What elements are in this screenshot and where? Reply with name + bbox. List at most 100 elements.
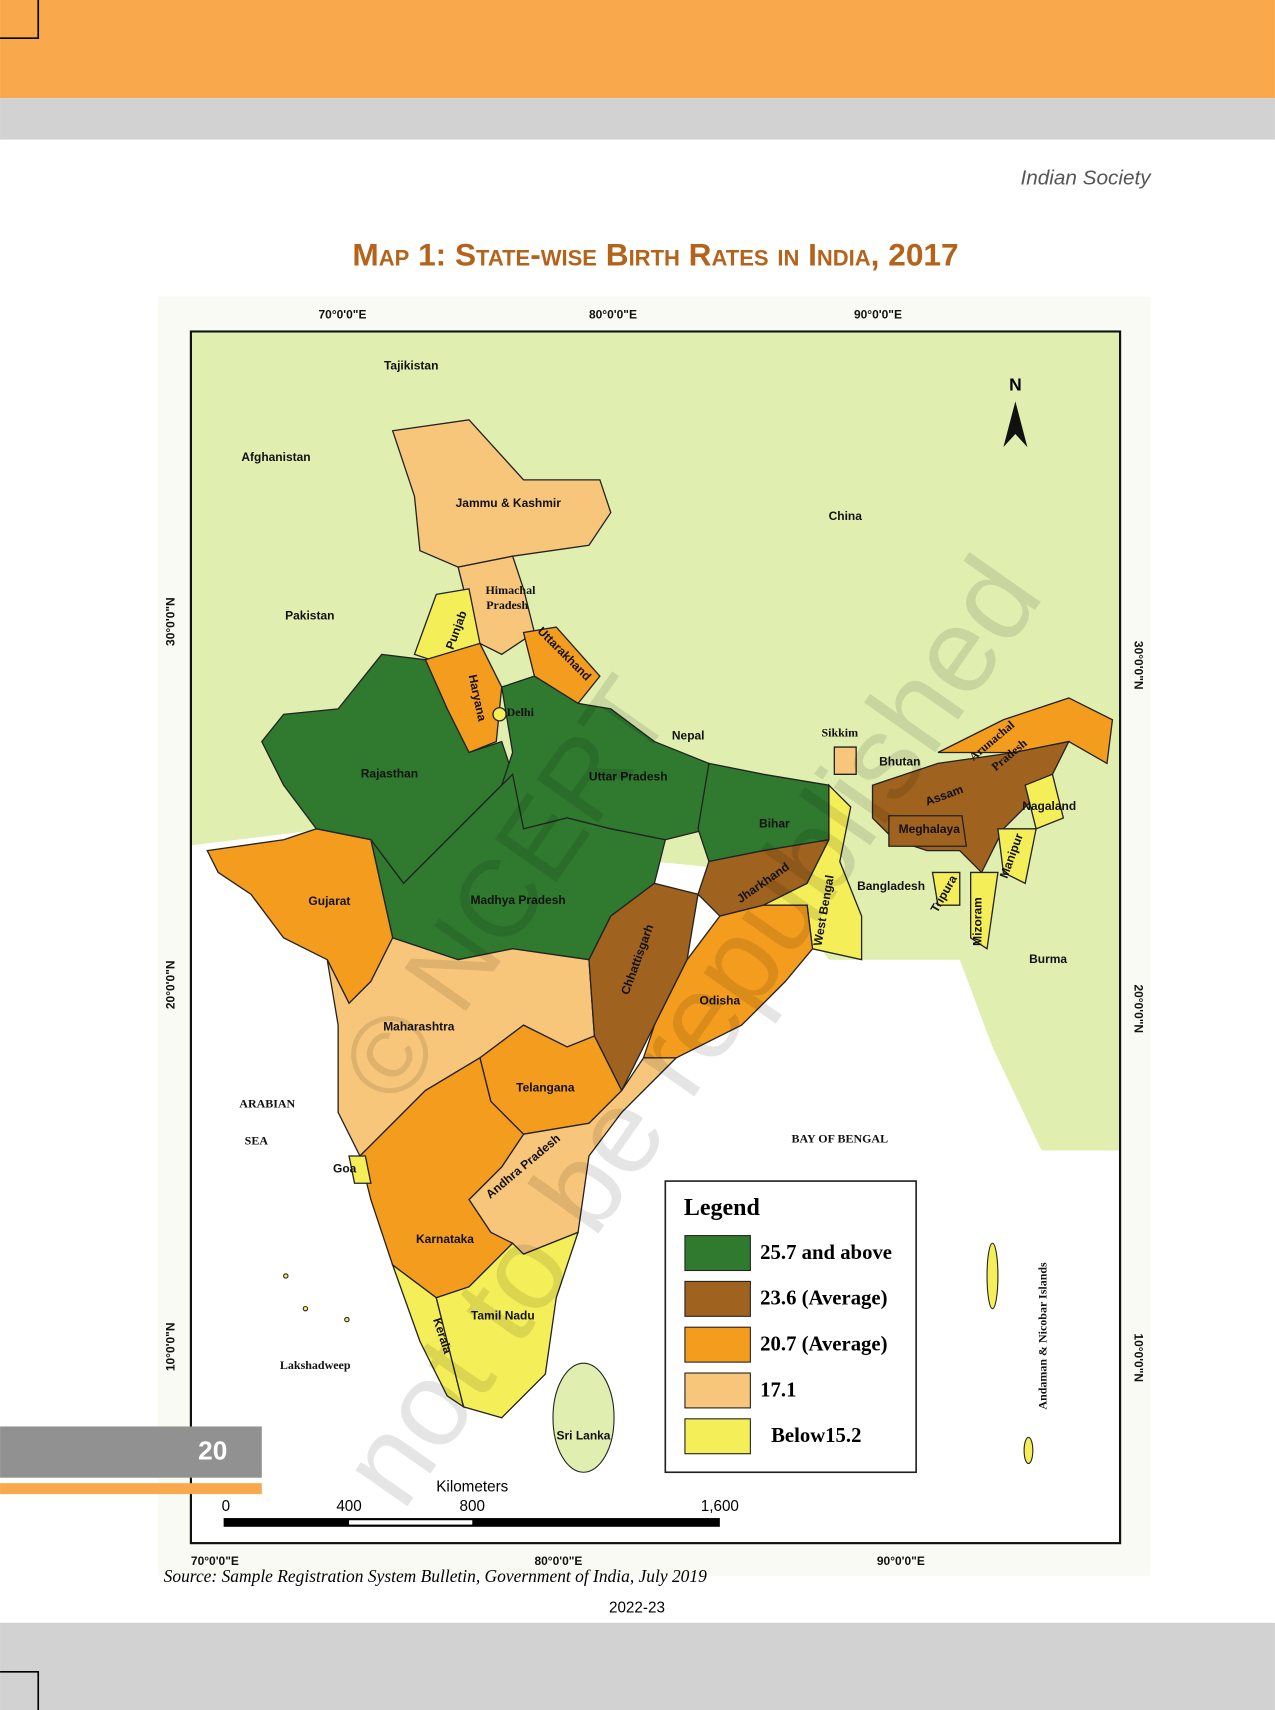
legend-label: Below15.2 — [771, 1425, 861, 1447]
state — [522, 626, 601, 705]
state — [492, 707, 507, 722]
place-label: Sikkim — [821, 726, 858, 740]
place-label: Bhutan — [879, 754, 920, 768]
page-number-stripe — [0, 1483, 262, 1495]
state — [833, 746, 857, 775]
place-label: Afghanistan — [241, 450, 310, 464]
place-label: Karnataka — [416, 1232, 474, 1246]
running-title: Indian Society — [1020, 166, 1152, 189]
island — [344, 1316, 350, 1323]
page-number-box — [0, 1426, 262, 1478]
place-label: Nagaland — [1022, 799, 1076, 813]
state — [970, 871, 999, 950]
legend-label: 17.1 — [760, 1379, 796, 1401]
legend-swatch — [684, 1235, 751, 1272]
state — [348, 1155, 372, 1184]
crop-mark — [0, 0, 40, 39]
legend-label: 23.6 (Average) — [760, 1288, 887, 1310]
place-label: Jammu & Kashmir — [456, 496, 562, 510]
place-label: Madhya Pradesh — [470, 893, 565, 907]
state — [1024, 773, 1065, 830]
place-label: Goa — [333, 1161, 357, 1175]
coord-label: 80°0'0"E — [589, 307, 637, 321]
coord-label: 10°0'0"N — [1131, 1333, 1145, 1382]
islands — [283, 1242, 1034, 1465]
legend-swatch — [684, 1326, 751, 1363]
island — [1023, 1436, 1034, 1465]
state — [391, 419, 612, 568]
map-title: Map 1: State-wise Birth Rates in India, … — [352, 237, 958, 273]
place-label: Bangladesh — [857, 879, 925, 893]
state — [997, 828, 1037, 885]
legend-label: 25.7 and above — [760, 1242, 892, 1264]
island — [283, 1273, 289, 1279]
year: 2022-23 — [609, 1600, 665, 1617]
place-label: Tamil Nadu — [471, 1308, 535, 1322]
island — [302, 1305, 309, 1312]
state — [931, 871, 961, 906]
place-label: Tajikistan — [384, 359, 438, 373]
place-label: Burma — [1029, 952, 1067, 966]
place-label: BAY OF BENGAL — [792, 1131, 889, 1145]
place-label: Maharashtra — [383, 1019, 455, 1033]
place-label: Bihar — [759, 817, 790, 831]
coord-label: 90°0'0"E — [854, 307, 902, 321]
states — [206, 419, 1114, 1419]
scale-labels: 0 400 800 1,600 — [222, 1498, 739, 1515]
place-label: Mizoram — [970, 897, 984, 946]
place-label: Lakshadweep — [280, 1358, 351, 1372]
place-label: Gujarat — [308, 894, 350, 908]
place-label: Rajasthan — [361, 766, 418, 780]
graticule-labels: 70°0'0"E 80°0'0"E 90°0'0"E 70°0'0"E 80°0'0"E… — [163, 307, 1145, 1568]
coord-label: 70°0'0"E — [191, 1554, 239, 1568]
coord-label: 10°0'0"N — [163, 1323, 177, 1372]
legend-swatch — [684, 1280, 751, 1317]
place-label: SEA — [245, 1134, 269, 1148]
coord-label: 70°0'0"E — [319, 307, 367, 321]
place-label: Nepal — [672, 728, 705, 742]
place-label: ARABIAN — [239, 1096, 295, 1110]
crop-mark — [0, 1671, 40, 1710]
place-label: Uttar Pradesh — [589, 770, 668, 784]
place-label: Sri Lanka — [557, 1428, 611, 1442]
scale-label: 0 — [222, 1498, 230, 1515]
legend-label: 20.7 (Average) — [760, 1334, 887, 1356]
north-label: N — [1009, 375, 1022, 395]
scale-label: 400 — [336, 1498, 361, 1515]
legend-title: Legend — [684, 1195, 761, 1221]
legend-swatch — [684, 1372, 751, 1409]
place-label: Telangana — [516, 1081, 575, 1095]
place-label: Pakistan — [285, 608, 334, 622]
bottom-band — [0, 1622, 1275, 1710]
state — [888, 815, 968, 847]
coord-label: 90°0'0"E — [877, 1554, 925, 1568]
north-arrow — [1003, 401, 1028, 448]
grey-band — [0, 98, 1275, 140]
coord-label: 30°0'0"N — [1131, 641, 1145, 690]
place-label: Meghalaya — [899, 822, 961, 836]
state — [435, 1231, 580, 1419]
scale-label: 1,600 — [701, 1498, 739, 1515]
scale-title: Kilometers — [436, 1479, 508, 1496]
legend-items: 25.7 and above 23.6 (Average) 20.7 (Averag… — [684, 1235, 892, 1455]
place-label: Delhi — [507, 705, 535, 719]
coord-label: 80°0'0"E — [534, 1554, 582, 1568]
island — [986, 1242, 999, 1310]
place-label: Odisha — [700, 993, 741, 1007]
sri-lanka — [552, 1362, 615, 1473]
place-label: Andaman & Nicobar Islands — [1035, 1262, 1049, 1410]
legend-swatch — [684, 1418, 751, 1455]
place-label: Pradesh — [486, 598, 528, 612]
coord-label: 30°0'0"N — [163, 597, 177, 646]
scale-label: 800 — [460, 1498, 485, 1515]
coord-label: 20°0'0"N — [1131, 984, 1145, 1033]
place-label: Himachal — [485, 583, 536, 597]
source: Source: Sample Registration System Bulle… — [164, 1566, 707, 1586]
scale-bar-segment — [349, 1520, 473, 1525]
state — [642, 904, 814, 1059]
page-number: 20 — [198, 1436, 227, 1466]
coord-label: 20°0'0"N — [163, 960, 177, 1009]
top-band — [0, 0, 1275, 99]
place-label: China — [829, 509, 863, 523]
